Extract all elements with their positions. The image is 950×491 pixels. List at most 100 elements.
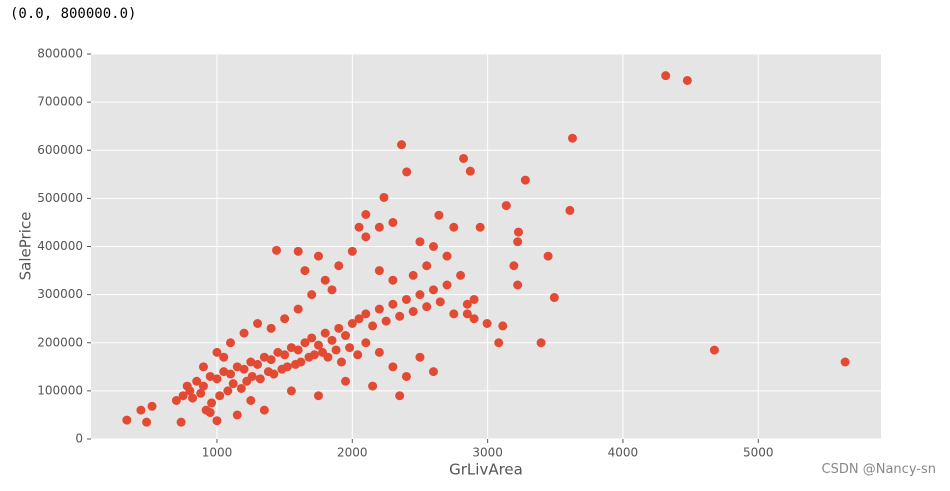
point xyxy=(408,270,418,280)
point xyxy=(212,416,222,426)
point xyxy=(395,311,405,321)
point xyxy=(465,166,475,176)
point xyxy=(286,343,296,353)
x-tick-label: 3000 xyxy=(472,446,503,460)
point xyxy=(255,374,265,384)
point xyxy=(840,357,850,367)
x-tick-label: 2000 xyxy=(337,446,368,460)
point xyxy=(456,270,466,280)
point xyxy=(341,331,351,341)
point xyxy=(381,316,391,326)
point xyxy=(253,319,263,328)
point xyxy=(434,210,444,220)
point xyxy=(320,328,330,338)
point xyxy=(449,309,459,319)
point xyxy=(336,357,346,367)
point xyxy=(361,338,371,348)
point xyxy=(198,381,208,391)
point xyxy=(482,319,492,328)
point xyxy=(353,350,363,360)
point xyxy=(232,362,242,372)
point xyxy=(374,222,384,232)
point xyxy=(536,338,546,348)
point xyxy=(323,352,333,362)
point xyxy=(374,304,384,314)
point xyxy=(709,345,719,355)
x-tick-label: 4000 xyxy=(608,446,639,460)
point xyxy=(247,371,257,381)
point xyxy=(422,302,432,312)
point xyxy=(682,75,692,85)
point xyxy=(408,306,418,316)
point xyxy=(374,347,384,357)
point xyxy=(361,232,371,242)
point xyxy=(280,314,290,324)
point xyxy=(428,367,438,377)
x-tick-label: 5000 xyxy=(743,446,774,460)
point xyxy=(415,237,425,247)
point xyxy=(422,261,432,271)
point xyxy=(236,383,246,393)
point xyxy=(313,340,323,350)
point xyxy=(192,376,202,386)
point xyxy=(354,314,364,324)
point xyxy=(266,355,276,365)
point xyxy=(509,261,519,271)
point xyxy=(307,333,317,343)
point xyxy=(300,266,310,276)
point xyxy=(212,347,222,357)
point xyxy=(198,362,208,372)
point xyxy=(266,323,276,333)
point xyxy=(309,350,319,360)
point xyxy=(494,338,504,348)
point xyxy=(345,343,355,353)
point xyxy=(415,352,425,362)
point xyxy=(226,338,236,348)
point xyxy=(122,415,132,425)
output-text: (0.0, 800000.0) xyxy=(10,6,137,22)
point xyxy=(354,222,364,232)
point xyxy=(449,222,459,232)
y-tick-label: 500000 xyxy=(37,191,83,205)
point xyxy=(219,352,229,362)
point xyxy=(513,237,523,247)
y-tick-label: 700000 xyxy=(37,95,83,109)
point xyxy=(178,391,188,401)
point xyxy=(501,201,511,211)
point xyxy=(469,314,479,324)
point xyxy=(246,357,256,367)
point xyxy=(442,251,452,261)
point xyxy=(269,369,279,379)
point xyxy=(293,304,303,314)
point xyxy=(327,335,337,345)
point xyxy=(520,175,530,185)
point xyxy=(228,379,238,389)
point xyxy=(296,357,306,367)
point xyxy=(331,345,341,355)
point xyxy=(293,246,303,256)
point xyxy=(543,251,553,261)
point xyxy=(223,386,233,396)
point xyxy=(347,246,357,256)
point xyxy=(347,319,357,328)
point xyxy=(196,388,206,398)
point xyxy=(388,299,398,309)
point xyxy=(361,309,371,319)
x-tick-label: 1000 xyxy=(202,446,233,460)
point xyxy=(428,242,438,251)
point xyxy=(259,352,269,362)
point xyxy=(368,321,378,331)
point xyxy=(513,280,523,290)
point xyxy=(397,140,407,150)
point xyxy=(282,362,292,372)
point xyxy=(176,417,186,427)
point xyxy=(300,338,310,348)
point xyxy=(361,209,371,219)
point xyxy=(253,359,263,369)
point xyxy=(567,133,577,143)
point xyxy=(549,293,559,303)
point xyxy=(232,410,242,420)
point xyxy=(475,222,485,232)
point xyxy=(395,391,405,401)
